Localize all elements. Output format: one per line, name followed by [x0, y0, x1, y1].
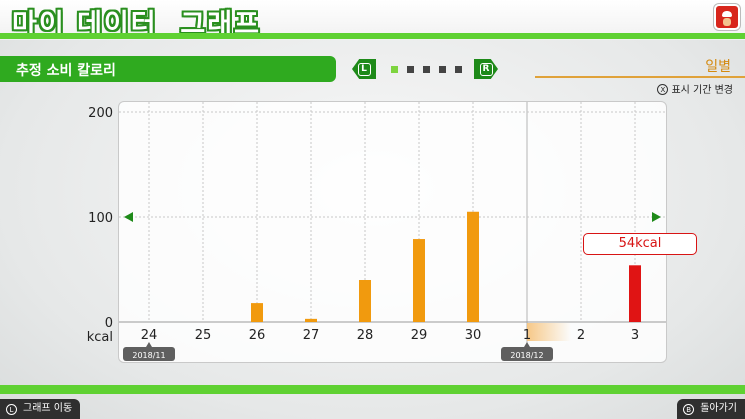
x-tick-label: 24	[141, 328, 158, 343]
bar	[413, 239, 425, 322]
month-marker-label: 2018/12	[510, 351, 543, 360]
x-tick-label: 1	[523, 328, 531, 343]
y-tick-label: 200	[88, 106, 113, 121]
y-unit-label: kcal	[87, 330, 113, 345]
bar	[359, 280, 371, 322]
bar	[251, 303, 263, 322]
move-graph-label: 그래프 이동	[23, 403, 72, 414]
x-tick-label: 30	[465, 328, 482, 343]
x-tick-label: 3	[631, 328, 639, 343]
x-tick-label: 27	[303, 328, 320, 343]
x-tick-label: 26	[249, 328, 266, 343]
month-marker-label: 2018/11	[132, 351, 165, 360]
x-tick-label: 28	[357, 328, 374, 343]
back-label: 돌아가기	[700, 403, 737, 414]
move-graph-button[interactable]: L 그래프 이동	[0, 399, 80, 419]
selected-value-tooltip: 54kcal	[583, 233, 697, 255]
left-arrow-icon	[124, 212, 133, 222]
footer-divider	[0, 385, 745, 394]
x-tick-label: 29	[411, 328, 428, 343]
l-stick-icon: L	[6, 404, 17, 415]
scroll-fade-indicator	[527, 323, 571, 341]
x-tick-label: 25	[195, 328, 212, 343]
b-button-icon: B	[683, 404, 694, 415]
back-button[interactable]: B 돌아가기	[677, 399, 745, 419]
y-tick-label: 100	[88, 211, 113, 226]
y-tick-label: 0	[105, 316, 113, 331]
bar	[467, 212, 479, 322]
selected-bar	[629, 265, 641, 322]
x-tick-label: 2	[577, 328, 585, 343]
footer: L 그래프 이동 B 돌아가기	[0, 394, 745, 419]
right-arrow-icon	[652, 212, 661, 222]
bar	[305, 319, 317, 322]
